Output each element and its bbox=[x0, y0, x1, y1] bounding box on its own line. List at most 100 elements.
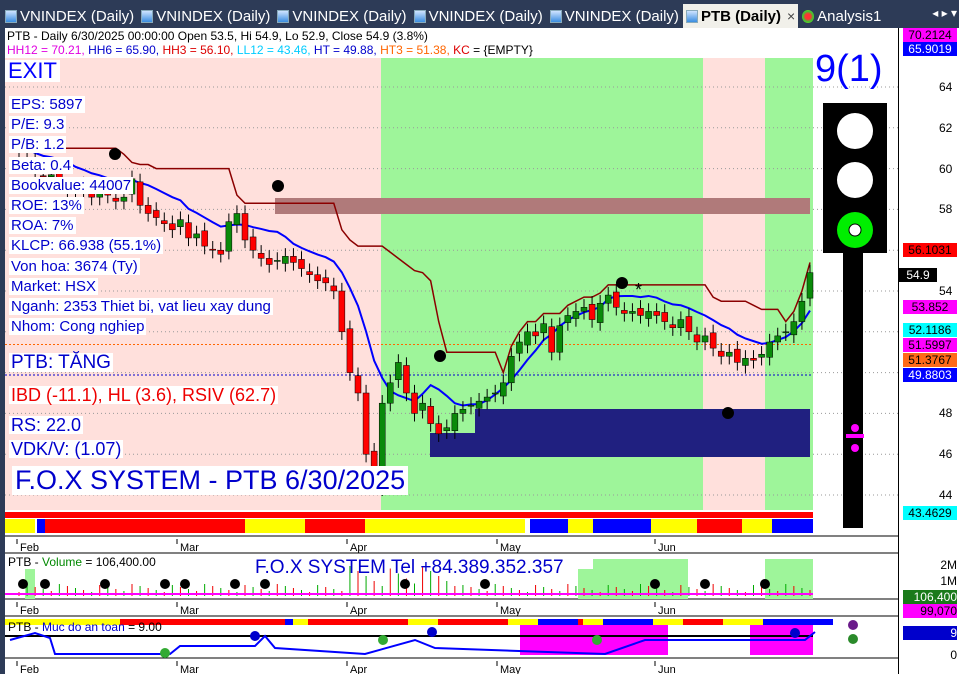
safety-strip-segment bbox=[603, 619, 653, 625]
candle-body bbox=[621, 310, 628, 314]
trend-strip bbox=[5, 512, 813, 518]
fundamental-item: Nganh: 2353 Thiet bi, vat lieu xay dung bbox=[9, 298, 273, 315]
month-label: Feb bbox=[20, 542, 39, 554]
fundamental-item: KLCP: 66.938 (55.1%) bbox=[9, 237, 164, 255]
safety-value: = 9.00 bbox=[124, 620, 162, 634]
tab-6[interactable]: Analysis1 bbox=[799, 4, 884, 28]
tab-3[interactable]: VNINDEX (Daily) bbox=[411, 4, 546, 28]
candle-body bbox=[39, 175, 47, 178]
fundamental-item: EPS: 5897 bbox=[9, 96, 85, 113]
close-tab-icon[interactable]: × bbox=[786, 8, 796, 24]
legend-dot bbox=[848, 620, 858, 630]
chart-area[interactable]: * Feb Mar Apr May Jun Feb Mar Apr May Jun Feb Mar Apr… bbox=[5, 28, 898, 674]
resistance-zone bbox=[275, 198, 810, 214]
price-level-label: 43.4629 bbox=[903, 506, 957, 520]
banner-title: F.O.X SYSTEM - PTB 6/30/2025 bbox=[12, 466, 409, 495]
candle-body bbox=[524, 331, 531, 346]
chart-icon bbox=[685, 9, 698, 23]
candle-body bbox=[362, 392, 370, 455]
candle-body bbox=[338, 290, 346, 333]
tab-label: PTB (Daily) bbox=[700, 7, 781, 25]
tab-label: VNINDEX (Daily) bbox=[292, 7, 407, 25]
volume-name: Volume bbox=[42, 555, 83, 569]
month-label: Mar bbox=[180, 542, 199, 554]
safety-strip-segment bbox=[578, 619, 583, 625]
candle-body bbox=[274, 260, 281, 262]
price-chart: * Feb Mar Apr May Jun Feb Mar Apr May Jun Feb Mar Apr… bbox=[5, 58, 898, 674]
marker-dot bbox=[851, 424, 859, 432]
trend-strip-segment bbox=[697, 519, 742, 533]
signal-circle bbox=[722, 407, 734, 419]
volume-dot bbox=[230, 579, 240, 589]
safety-strip-segment bbox=[683, 619, 723, 625]
candle-body bbox=[193, 233, 200, 239]
candle-body bbox=[790, 321, 798, 336]
price-axis[interactable]: 64 62 60 58 54 48 46 44 70.2124 65.9019 56.1031 54.… bbox=[898, 28, 959, 674]
candle-body bbox=[120, 196, 128, 202]
candle-body bbox=[161, 220, 168, 224]
trend-strip-segment bbox=[5, 519, 35, 533]
indicator-axis-label: 2M bbox=[940, 558, 957, 572]
indicator-axis-label: 99,070 bbox=[903, 604, 957, 618]
volume-dot bbox=[100, 579, 110, 589]
volume-dot bbox=[400, 579, 410, 589]
trend-strip-segment bbox=[245, 519, 305, 533]
kc-value: = {EMPTY} bbox=[473, 43, 533, 57]
month-label: Jun bbox=[658, 605, 676, 617]
chart-header-line1: PTB - Daily 6/30/2025 00:00:00 Open 53.5… bbox=[7, 29, 428, 43]
safety-symbol: PTB bbox=[8, 620, 32, 634]
safety-strip-segment bbox=[723, 619, 763, 625]
candle-body bbox=[701, 335, 709, 343]
ht3: HT3 = 51.38, bbox=[380, 43, 450, 57]
price-level-label: 70.2124 bbox=[903, 28, 957, 42]
candle-body bbox=[403, 365, 410, 394]
price-tick: 54 bbox=[939, 284, 953, 298]
trend-strip-segment bbox=[772, 519, 813, 533]
volume-dot bbox=[700, 579, 710, 589]
light-yellow-off bbox=[837, 162, 873, 198]
candle-body bbox=[564, 315, 572, 323]
price-level-label: 65.9019 bbox=[903, 42, 957, 56]
candle-body bbox=[483, 396, 491, 402]
trend-strip-segment bbox=[593, 519, 651, 533]
trend-label: PTB: TĂNG bbox=[9, 352, 113, 373]
candle-body bbox=[798, 300, 806, 322]
tab-0[interactable]: VNINDEX (Daily) bbox=[2, 4, 137, 28]
safety-strip-segment bbox=[653, 619, 683, 625]
candle-body bbox=[685, 316, 693, 333]
candle-body bbox=[322, 277, 329, 284]
volume-dot bbox=[650, 579, 660, 589]
candle-body bbox=[177, 219, 184, 227]
price-tick: 48 bbox=[939, 406, 953, 421]
tab-4[interactable]: VNINDEX (Daily) bbox=[547, 4, 682, 28]
fundamental-item: P/B: 1.2 bbox=[9, 136, 67, 154]
analysis-icon bbox=[802, 9, 815, 23]
safety-strip-segment bbox=[293, 619, 308, 625]
candle-body bbox=[540, 323, 547, 334]
price-tick: 62 bbox=[939, 120, 953, 135]
candle-body bbox=[451, 413, 459, 431]
ll12: LL12 = 43.46, bbox=[236, 43, 311, 57]
tab-label: VNINDEX (Daily) bbox=[156, 7, 271, 25]
candle-body bbox=[233, 213, 241, 225]
candle-body bbox=[265, 258, 273, 265]
score-label: 9(1) bbox=[815, 48, 883, 90]
tab-label: VNINDEX (Daily) bbox=[428, 7, 543, 25]
trend-strip-segment bbox=[568, 519, 593, 533]
tab-5[interactable]: PTB (Daily) × bbox=[682, 4, 799, 28]
volume-zone bbox=[25, 569, 35, 599]
tab-2[interactable]: VNINDEX (Daily) bbox=[274, 4, 409, 28]
month-label: Apr bbox=[350, 542, 367, 554]
price-tick: 64 bbox=[939, 80, 953, 94]
fundamental-item: ROE: 13% bbox=[9, 197, 84, 214]
candle-body bbox=[508, 356, 515, 384]
candle-body bbox=[613, 291, 620, 308]
tab-scroll-arrows[interactable]: ◂ ▸ ▾ bbox=[932, 6, 957, 20]
fundamental-item: Market: HSX bbox=[9, 277, 99, 295]
tab-1[interactable]: VNINDEX (Daily) bbox=[138, 4, 273, 28]
marker-dot bbox=[851, 444, 859, 452]
trend-strip-segment bbox=[305, 519, 365, 533]
safety-strip-segment bbox=[408, 619, 438, 625]
price-level-label: 51.5997 bbox=[903, 338, 957, 352]
candle-body bbox=[661, 312, 668, 322]
